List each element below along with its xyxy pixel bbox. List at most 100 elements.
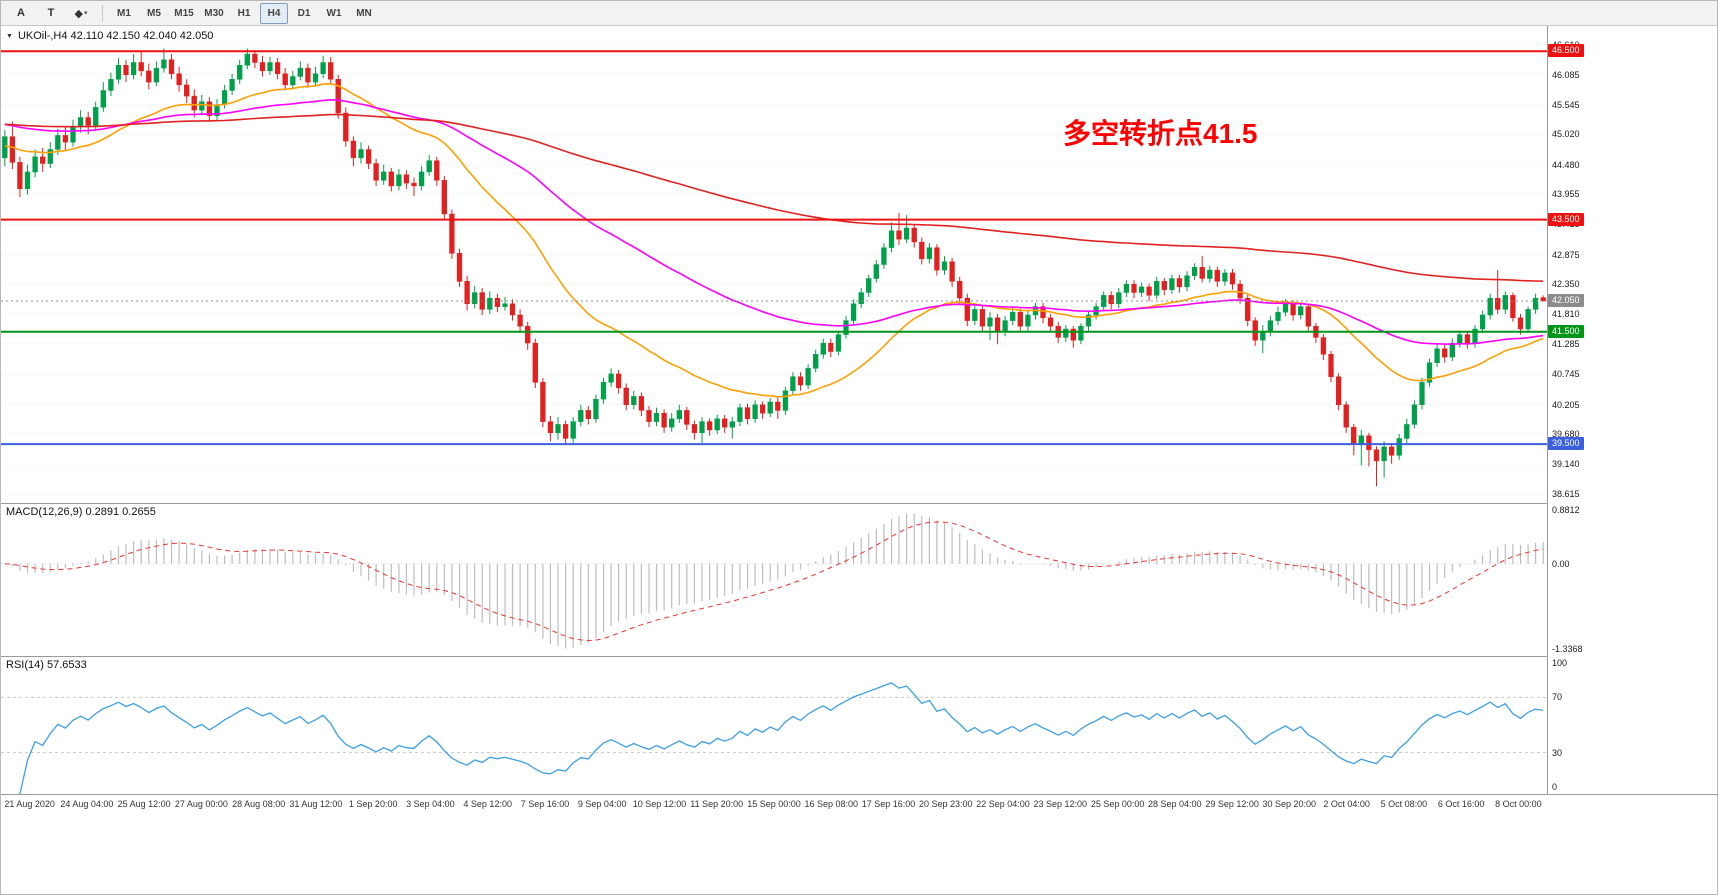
time-label: 28 Sep 04:00	[1148, 799, 1202, 809]
moving-averages-layer	[4, 82, 1544, 398]
time-label: 7 Sep 16:00	[520, 799, 570, 809]
price-tick-label: 40.205	[1552, 399, 1580, 410]
macd-panel[interactable]: MACD(12,26,9) 0.2891 0.2655	[1, 503, 1547, 656]
timeframe-button-w1[interactable]: W1	[326, 7, 342, 19]
price-tick-label: 39.680	[1552, 428, 1580, 439]
shapes-tool-icon: ◆	[74, 7, 83, 20]
candles-layer	[2, 48, 1546, 487]
timeframe-button-m15[interactable]: M15	[174, 7, 194, 19]
price-tick-label: 43.955	[1552, 189, 1580, 200]
price-tick-label: 38.615	[1552, 488, 1580, 499]
price-gridlines	[1, 44, 1547, 495]
time-label: 3 Sep 04:00	[406, 799, 455, 809]
rsi-tick-label: 100	[1552, 658, 1568, 668]
rsi-tick-label: 30	[1552, 747, 1563, 758]
dropdown-caret-icon: ▾	[83, 10, 88, 17]
timeframe-button-h1[interactable]: H1	[237, 7, 251, 19]
rsi-panel[interactable]: RSI(14) 57.6533	[1, 656, 1547, 794]
rsi-tick-label: 0	[1552, 782, 1558, 792]
time-label: 10 Sep 12:00	[632, 799, 687, 809]
price-tick-label: 42.875	[1552, 249, 1580, 260]
macd-label: MACD(12,26,9) 0.2891 0.2655	[6, 506, 156, 518]
time-label: 1 Sep 20:00	[348, 799, 398, 809]
price-axis[interactable]: 46.61046.08545.54545.02044.48043.95543.4…	[1548, 26, 1717, 794]
timeframe-button-mn[interactable]: MN	[356, 7, 372, 19]
time-label: 15 Sep 00:00	[747, 799, 801, 809]
ma-medium-line	[4, 98, 1544, 345]
macd-signal-line	[4, 521, 1544, 642]
time-label: 24 Aug 04:00	[60, 799, 114, 809]
time-label: 22 Sep 04:00	[976, 799, 1030, 809]
rsi-label: RSI(14) 57.6533	[6, 659, 87, 671]
price-tick-label: 46.085	[1552, 69, 1580, 80]
panel-separator[interactable]	[1, 656, 1717, 657]
timeframe-button-m5[interactable]: M5	[147, 7, 161, 19]
ma-fast-line	[4, 82, 1544, 398]
macd-tick-label: -1.3368	[1552, 644, 1583, 654]
time-label: 25 Sep 00:00	[1090, 799, 1145, 809]
price-tick-label: 44.480	[1552, 159, 1580, 170]
horizontal-lines-layer	[1, 50, 1547, 446]
main-chart-panel[interactable]: ▼ UKOil-,H4 42.110 42.150 42.040 42.050 …	[1, 26, 1547, 503]
price-tick-label: 45.020	[1552, 129, 1580, 140]
time-label: 16 Sep 08:00	[804, 799, 859, 809]
toolbar: A T ◆ ▾ M1 M5 M15 M30 H1 H4 D1 W1 MN	[1, 1, 1717, 26]
main-chart-canvas[interactable]	[1, 26, 1547, 503]
ma-slow-line	[4, 113, 1544, 282]
time-label: 23 Sep 12:00	[1033, 799, 1088, 809]
rsi-line	[19, 682, 1544, 794]
hline-price-label: 43.500	[1548, 212, 1584, 226]
chart-annotation[interactable]: 多空转折点41.5	[1063, 118, 1258, 149]
time-label: 30 Sep 20:00	[1262, 799, 1317, 809]
current-price-label: 42.050	[1548, 293, 1584, 307]
text-box-tool[interactable]: T	[37, 3, 65, 24]
time-label: 11 Sep 20:00	[690, 799, 744, 809]
toolbar-separator	[102, 4, 103, 22]
time-label: 25 Aug 12:00	[117, 799, 171, 809]
symbol-ohlc-text: UKOil-,H4 42.110 42.150 42.040 42.050	[17, 30, 214, 42]
price-tick-label: 45.545	[1552, 99, 1580, 110]
price-tick-label: 40.745	[1552, 369, 1580, 380]
text-box-tool-icon: T	[47, 7, 55, 19]
time-label: 5 Oct 08:00	[1380, 799, 1428, 809]
macd-histogram	[11, 513, 1544, 649]
hline-price-label: 46.500	[1548, 44, 1584, 58]
hline-price-label: 41.500	[1548, 324, 1584, 338]
rsi-tick-label: 70	[1552, 692, 1563, 703]
shapes-tool[interactable]: ◆ ▾	[67, 3, 95, 24]
time-label: 21 Aug 2020	[4, 799, 55, 809]
price-axis-separator	[1547, 26, 1548, 794]
time-axis-separator	[1, 794, 1717, 795]
time-label: 6 Oct 16:00	[1437, 799, 1485, 809]
drawing-tools-group: A T ◆ ▾	[7, 3, 95, 24]
symbol-info: ▼ UKOil-,H4 42.110 42.150 42.040 42.050	[6, 30, 213, 42]
timeframe-button-m30[interactable]: M30	[204, 7, 224, 19]
rsi-canvas[interactable]	[1, 656, 1547, 794]
price-tick-label: 39.140	[1552, 459, 1580, 470]
time-label: 9 Sep 04:00	[577, 799, 627, 809]
chart-expander-icon[interactable]: ▼	[6, 32, 13, 40]
time-label: 29 Sep 12:00	[1205, 799, 1259, 809]
text-label-tool[interactable]: A	[7, 3, 35, 24]
panel-separator[interactable]	[1, 503, 1717, 504]
macd-canvas[interactable]	[1, 503, 1547, 656]
time-label: 31 Aug 12:00	[289, 799, 343, 809]
price-tick-label: 42.350	[1552, 279, 1580, 290]
macd-tick-label: 0.8812	[1552, 505, 1580, 515]
timeframe-button-m1[interactable]: M1	[117, 7, 131, 19]
macd-tick-label: 0.00	[1552, 558, 1570, 569]
timeframe-button-d1[interactable]: D1	[297, 7, 311, 19]
timeframe-button-h4[interactable]: H4	[260, 2, 288, 24]
time-label: 27 Aug 00:00	[174, 799, 228, 809]
timeframes-group: M1 M5 M15 M30 H1 H4 D1 W1 MN	[110, 2, 378, 24]
time-label: 4 Sep 12:00	[463, 799, 512, 809]
time-axis[interactable]: 21 Aug 2020 24 Aug 04:00 25 Aug 12:00 27 Au…	[1, 794, 1717, 820]
price-tick-label: 41.285	[1552, 338, 1580, 349]
time-label: 17 Sep 16:00	[861, 799, 916, 809]
text-label-tool-icon: A	[17, 7, 25, 19]
time-label: 20 Sep 23:00	[919, 799, 973, 809]
time-label: 8 Oct 00:00	[1495, 799, 1542, 809]
time-label: 2 Oct 04:00	[1323, 799, 1370, 809]
price-tick-label: 41.810	[1552, 309, 1580, 320]
